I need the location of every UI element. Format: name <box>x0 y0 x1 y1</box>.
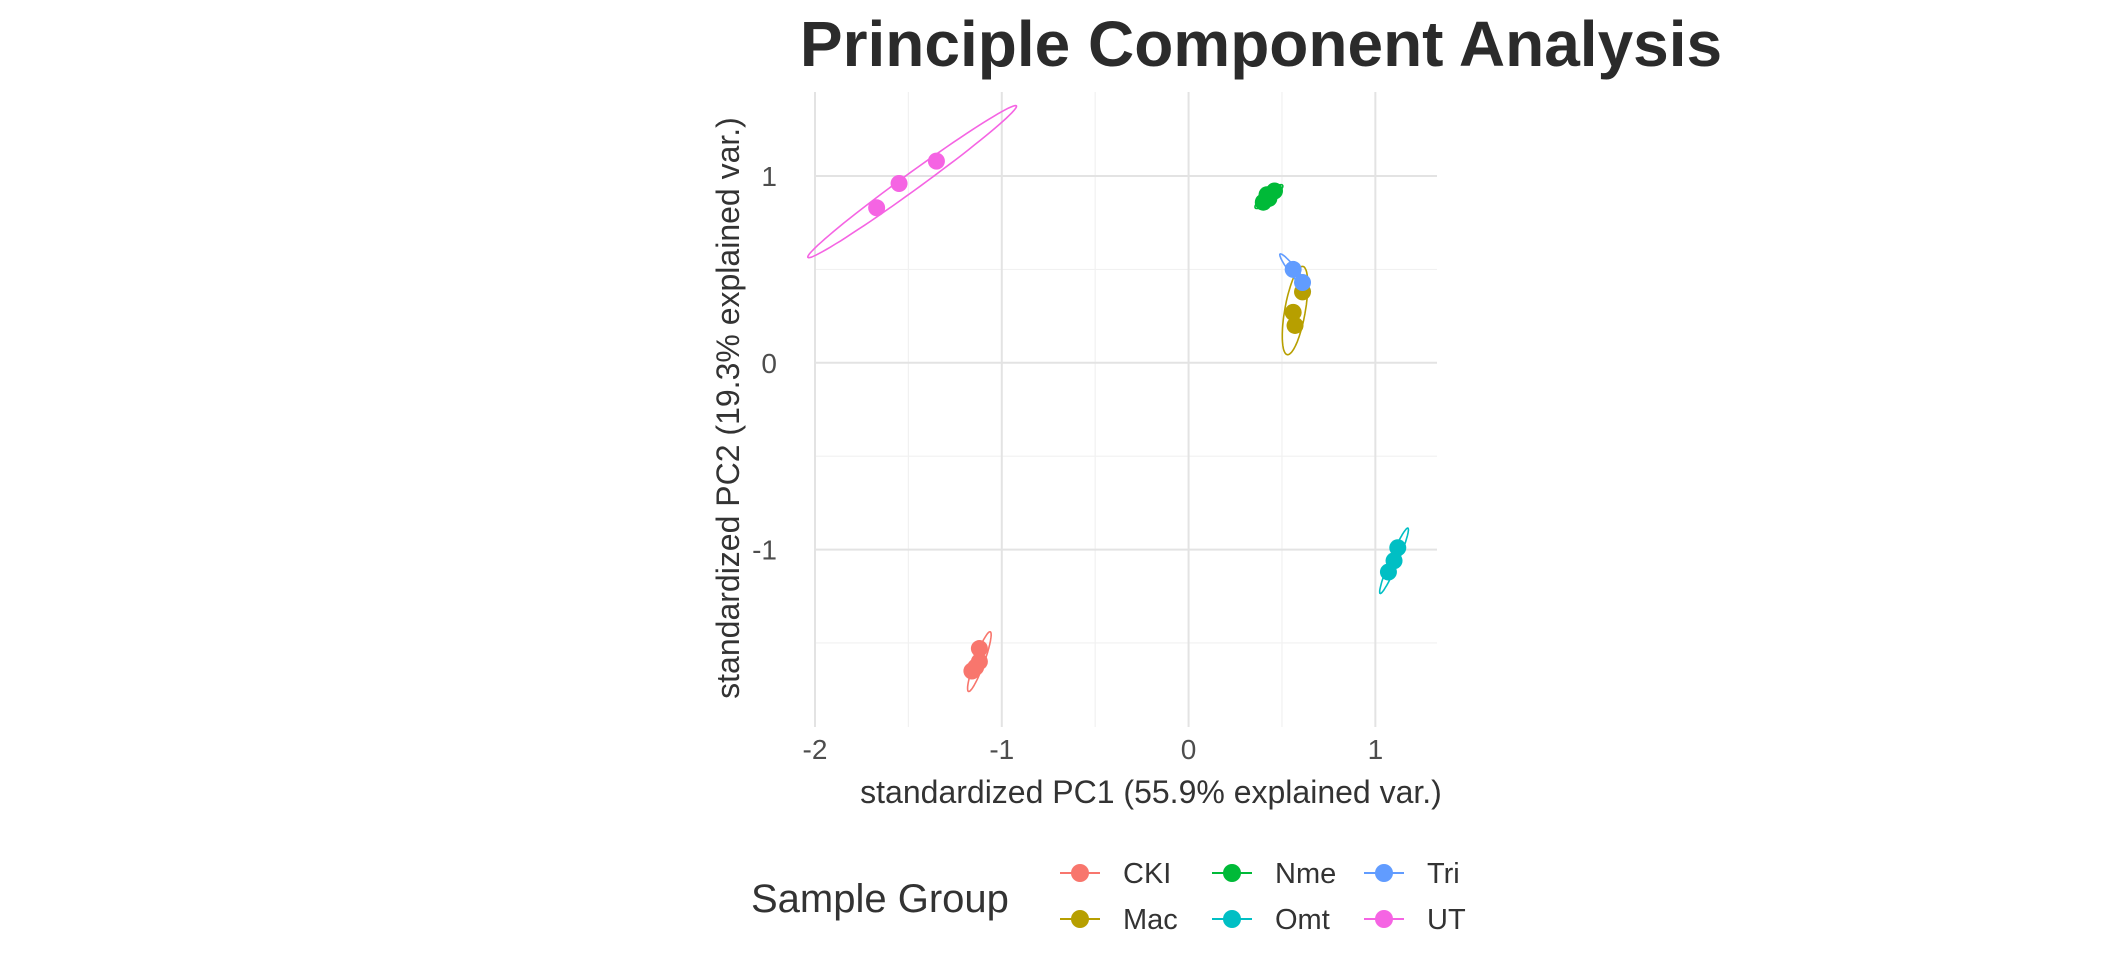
point-tri <box>1284 260 1302 278</box>
point-nme <box>1258 186 1276 204</box>
point-tri <box>1294 274 1312 291</box>
legend-item-ut: UT <box>1364 904 1466 936</box>
x-tick-label: -2 <box>803 734 828 765</box>
x-tick-label: -1 <box>989 734 1014 765</box>
point-omt <box>1379 563 1397 581</box>
point-ut <box>927 152 945 170</box>
y-axis-tick-labels: 1 0 -1 <box>752 161 777 566</box>
legend-key-marker <box>1223 910 1241 928</box>
legend-item-nme: Nme <box>1212 858 1336 890</box>
legend-key-marker <box>1071 910 1089 928</box>
y-tick-label: 1 <box>761 161 777 192</box>
legend-item-tri: Tri <box>1364 858 1460 890</box>
chart-title: Principle Component Analysis <box>800 8 1722 80</box>
legend-label: CKI <box>1123 858 1171 890</box>
legend-title: Sample Group <box>751 877 1009 921</box>
point-mac <box>1286 316 1304 334</box>
legend-label: Tri <box>1427 858 1460 890</box>
y-tick-label: -1 <box>752 535 777 566</box>
ellipse-ut <box>806 104 1018 259</box>
legend-key-marker <box>1071 864 1089 882</box>
legend-key-marker <box>1223 864 1241 882</box>
legend-item-cki: CKI <box>1060 858 1171 890</box>
legend-item-mac: Mac <box>1060 904 1178 936</box>
y-axis-title: standardized PC2 (19.3% explained var.) <box>710 117 746 699</box>
legend-item-omt: Omt <box>1212 904 1330 936</box>
point-ut <box>890 175 908 193</box>
legend-label: UT <box>1427 904 1466 936</box>
x-tick-label: 1 <box>1368 734 1384 765</box>
grid-lines <box>814 92 1437 727</box>
legend-key-marker <box>1375 864 1393 882</box>
point-ut <box>868 199 886 217</box>
legend-label: Omt <box>1275 904 1330 936</box>
x-axis-tick-labels: -2 -1 0 1 <box>803 734 1384 765</box>
legend: CKI Mac Nme Omt Tri UT <box>1060 858 1466 936</box>
x-axis-title: standardized PC1 (55.9% explained var.) <box>860 774 1442 810</box>
y-tick-label: 0 <box>761 348 777 379</box>
data-points <box>868 152 1407 680</box>
point-mac <box>1284 303 1302 321</box>
legend-key-marker <box>1375 910 1393 928</box>
legend-label: Mac <box>1123 904 1178 936</box>
point-cki <box>970 640 988 658</box>
point-cki <box>963 662 981 680</box>
point-omt <box>1389 539 1407 557</box>
x-tick-label: 0 <box>1181 734 1197 765</box>
legend-label: Nme <box>1275 858 1336 890</box>
